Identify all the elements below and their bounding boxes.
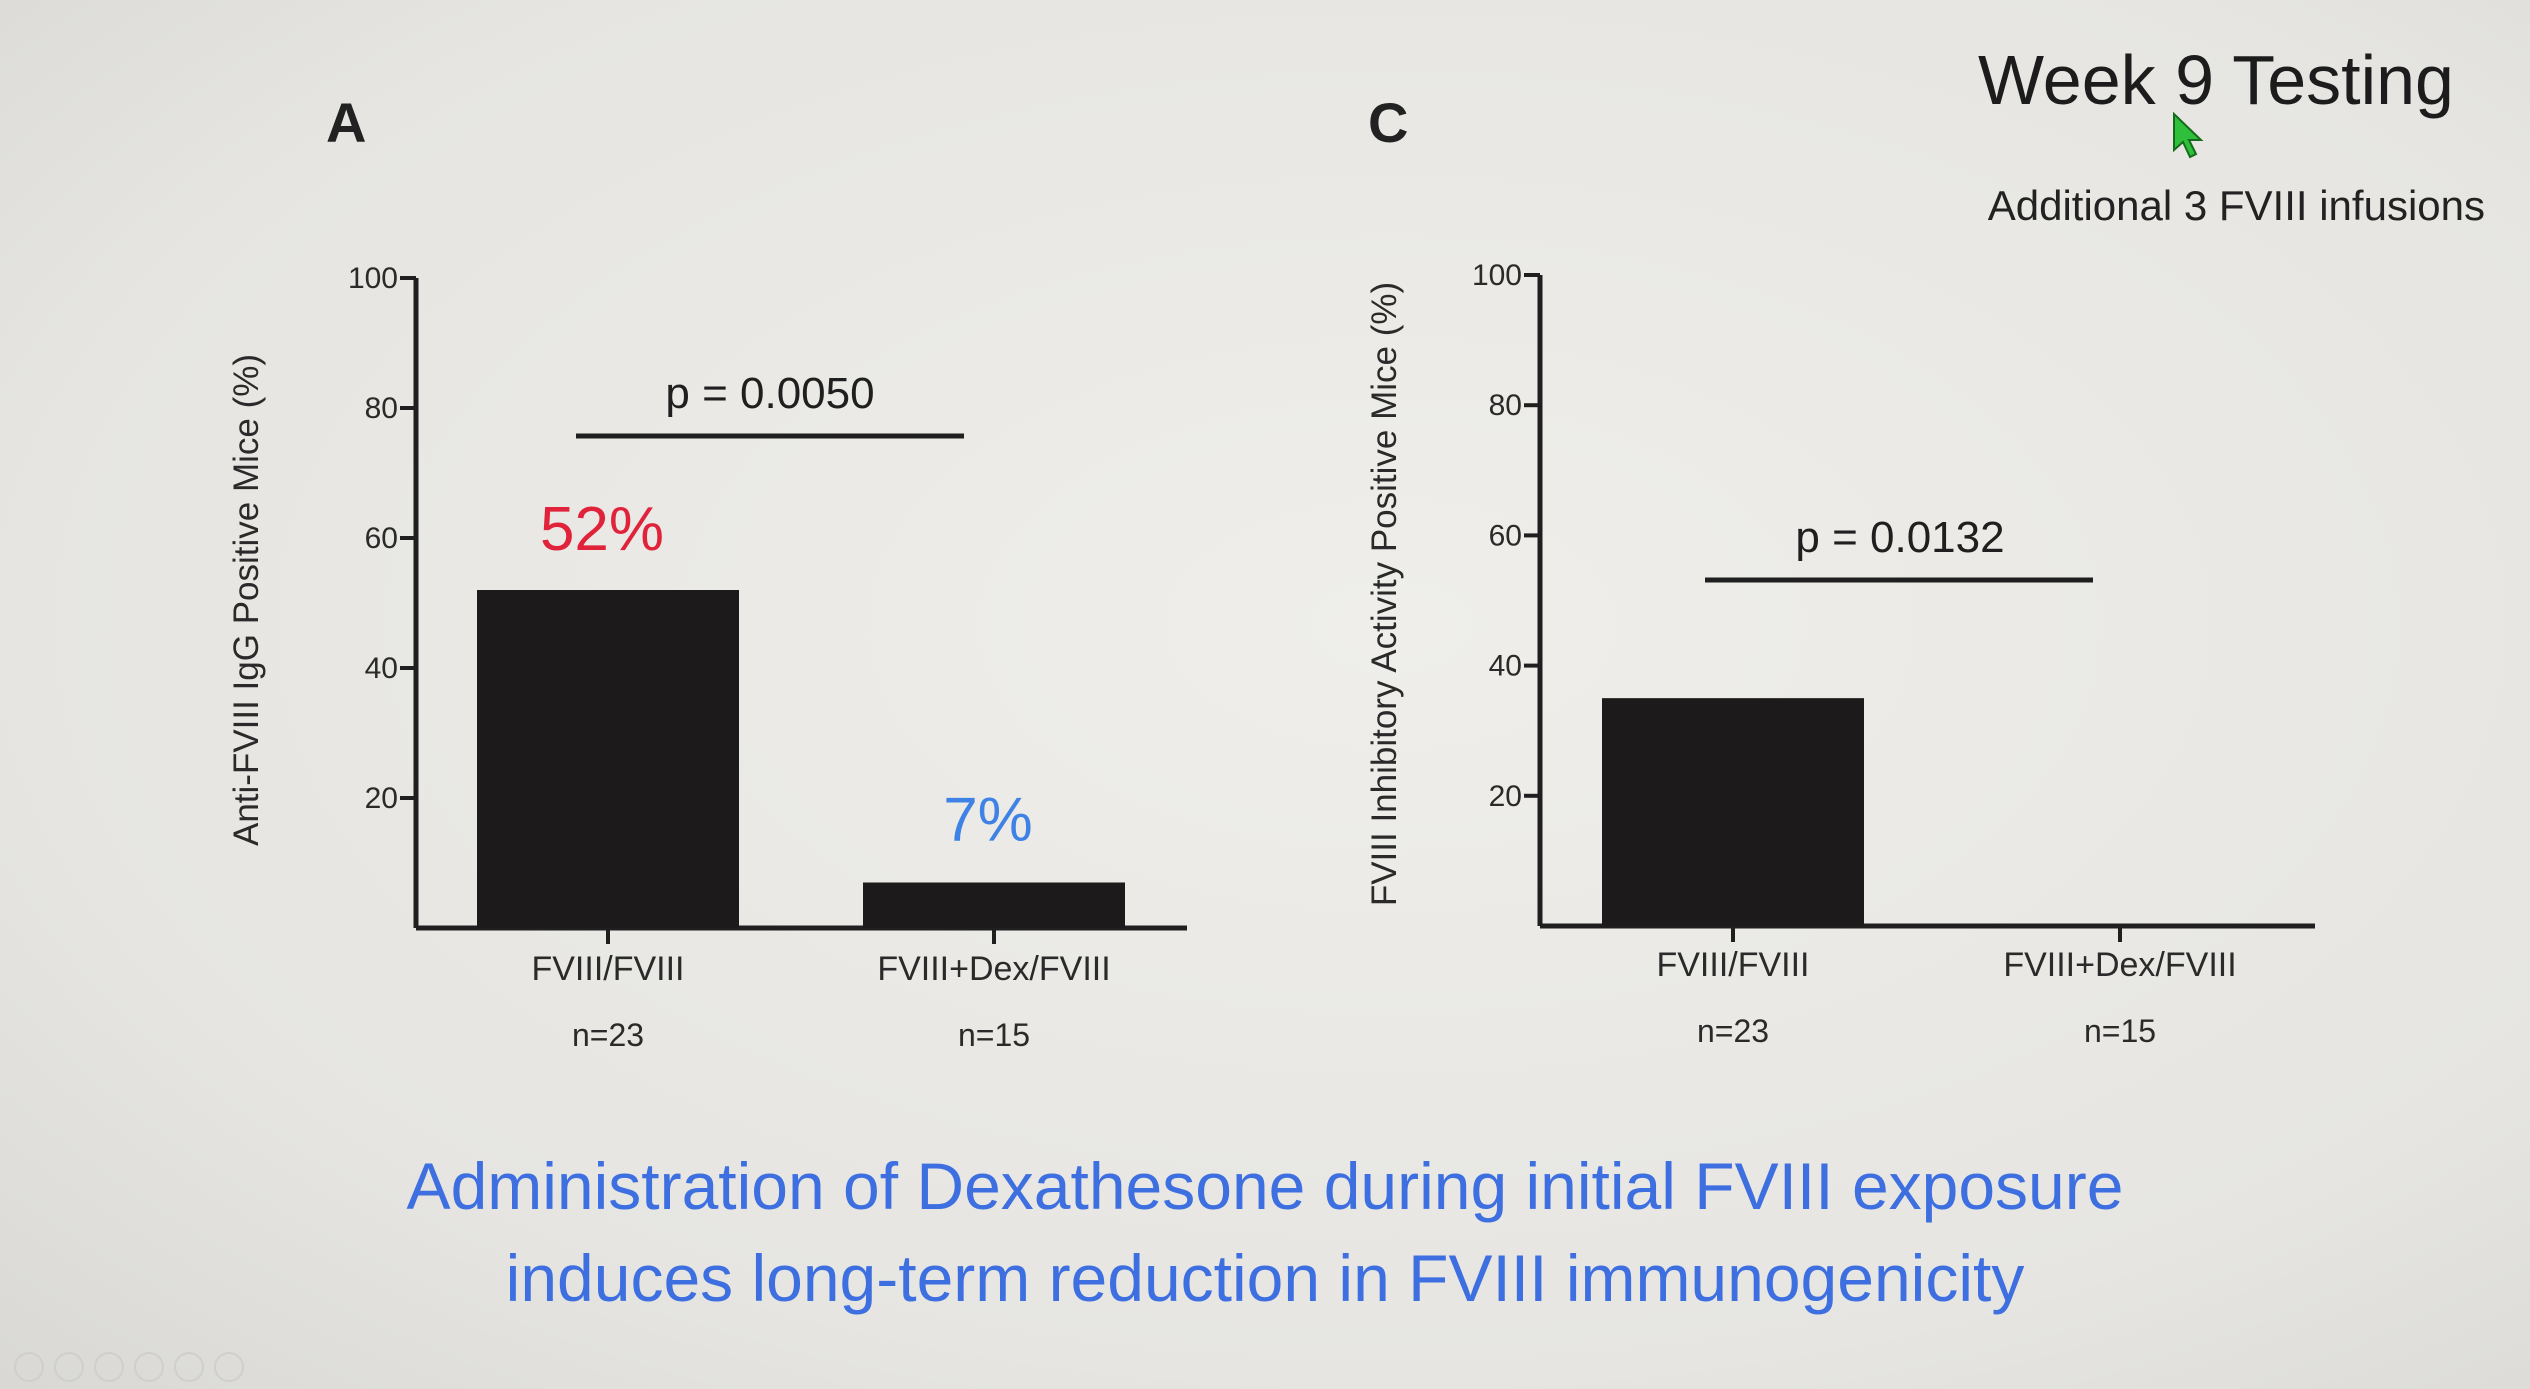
chart1-data-label: 52% bbox=[540, 495, 664, 564]
chart2-n-label: n=15 bbox=[2084, 1013, 2156, 1049]
chart1-bar bbox=[863, 882, 1125, 928]
zoom-icon[interactable] bbox=[174, 1352, 204, 1382]
chart2-bar bbox=[1602, 698, 1864, 926]
chart1-n-label: n=23 bbox=[572, 1017, 644, 1053]
chart1-y-tick-label: 100 bbox=[348, 262, 398, 295]
panel-letter-c: C bbox=[1368, 91, 1409, 154]
chart1-y-tick-label: 80 bbox=[365, 392, 398, 425]
pen-icon[interactable] bbox=[94, 1352, 124, 1382]
slide-subtitle: Additional 3 FVIII infusions bbox=[1987, 182, 2485, 229]
previous-slide-icon[interactable] bbox=[14, 1352, 44, 1382]
chart2-category-label: FVIII+Dex/FVIII bbox=[2003, 946, 2236, 984]
chart2-y-tick-label: 20 bbox=[1489, 780, 1522, 813]
chart2-y-tick-label: 80 bbox=[1489, 389, 1522, 422]
mouse-pointer-icon bbox=[2172, 111, 2206, 165]
slide-title: Week 9 Testing bbox=[1977, 41, 2454, 119]
panel-letter-a: A bbox=[326, 91, 367, 154]
chart1-y-axis-label: Anti-FVIII IgG Positive Mice (%) bbox=[227, 354, 266, 846]
chart2-y-tick-label: 100 bbox=[1472, 259, 1522, 292]
more-options-icon[interactable] bbox=[214, 1352, 244, 1382]
chart1-p-value-label: p = 0.0050 bbox=[665, 369, 874, 418]
chart1-n-label: n=15 bbox=[958, 1017, 1030, 1053]
presentation-toolbar bbox=[14, 1352, 244, 1382]
chart1-category-label: FVIII+Dex/FVIII bbox=[877, 950, 1110, 988]
conclusion-line-1: Administration of Dexathesone during ini… bbox=[406, 1149, 2124, 1223]
chart1-y-tick-label: 60 bbox=[365, 522, 398, 555]
next-slide-icon[interactable] bbox=[54, 1352, 84, 1382]
chart1-y-tick-label: 40 bbox=[365, 652, 398, 685]
chart1-data-label: 7% bbox=[943, 786, 1033, 855]
chart1-category-label: FVIII/FVIII bbox=[531, 950, 684, 988]
chart2-y-axis-label: FVIII Inhibitory Activity Positive Mice … bbox=[1365, 282, 1404, 906]
chart2-y-tick-label: 40 bbox=[1489, 650, 1522, 683]
chart2-n-label: n=23 bbox=[1697, 1013, 1769, 1049]
chart1-y-tick-label: 20 bbox=[365, 782, 398, 815]
conclusion-text: Administration of Dexathesone during ini… bbox=[0, 1140, 2530, 1324]
chart2-category-label: FVIII/FVIII bbox=[1656, 946, 1809, 984]
chart2-y-tick-label: 60 bbox=[1489, 519, 1522, 552]
slides-grid-icon[interactable] bbox=[134, 1352, 164, 1382]
chart2-p-value-label: p = 0.0132 bbox=[1795, 513, 2004, 562]
conclusion-line-2: induces long-term reduction in FVIII imm… bbox=[505, 1241, 2025, 1315]
chart1-bar bbox=[477, 590, 739, 928]
